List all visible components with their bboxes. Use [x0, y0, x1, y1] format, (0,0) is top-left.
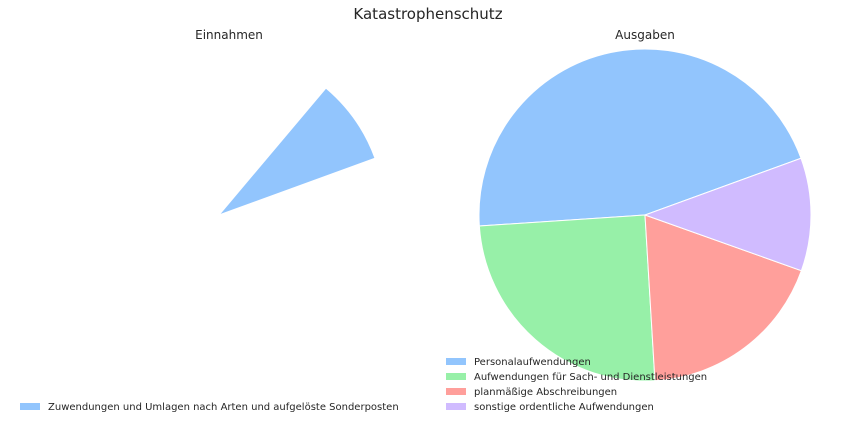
- figure-title: Katastrophenschutz: [353, 5, 502, 23]
- pie-slice: [217, 87, 376, 217]
- pie-title-ausgaben: Ausgaben: [615, 28, 675, 42]
- pie-slice: [643, 157, 812, 272]
- legend-swatch: [446, 358, 466, 365]
- pie-slice: [478, 214, 656, 382]
- legend-label: sonstige ordentliche Aufwendungen: [474, 402, 654, 413]
- legend-ausgaben: Personalaufwendungen Aufwendungen für Sa…: [446, 357, 707, 413]
- legend-swatch: [446, 388, 466, 395]
- legend-swatch: [446, 403, 466, 410]
- legend-swatch: [446, 373, 466, 380]
- pie-slice: [644, 214, 803, 382]
- pie-ausgaben: Ausgaben: [478, 28, 812, 382]
- pie-slices-einnahmen: [217, 87, 376, 217]
- legend-label: Zuwendungen und Umlagen nach Arten und a…: [48, 402, 399, 413]
- legend-einnahmen: Zuwendungen und Umlagen nach Arten und a…: [20, 402, 399, 413]
- legend-label: Personalaufwendungen: [474, 357, 591, 368]
- pie-slices-ausgaben: [478, 48, 812, 382]
- pie-title-einnahmen: Einnahmen: [195, 28, 263, 42]
- legend-label: planmäßige Abschreibungen: [474, 387, 617, 398]
- pie-slice: [478, 48, 802, 227]
- legend-swatch: [20, 403, 40, 410]
- legend-label: Aufwendungen für Sach- und Dienstleistun…: [474, 372, 707, 383]
- pie-einnahmen: Einnahmen: [195, 28, 376, 217]
